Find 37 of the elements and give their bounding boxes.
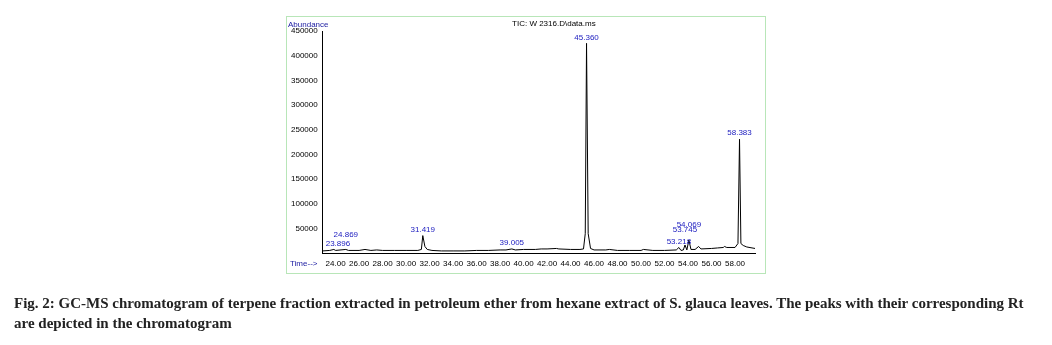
- x-tick-label: 48.00: [607, 259, 629, 269]
- annotation: 45.360: [574, 32, 600, 42]
- x-tick-label: 58.00: [725, 259, 746, 269]
- x-tick-label: 26.00: [349, 259, 370, 269]
- annotation: 58.383: [727, 128, 753, 138]
- x-tick-label: 38.00: [490, 259, 511, 269]
- y-tick-label: 100000: [290, 199, 319, 209]
- y-tick-label: 450000: [290, 26, 319, 36]
- x-tick-label: 56.00: [701, 259, 723, 269]
- x-axis-title: Time-->: [290, 258, 318, 268]
- x-tick-label: 50.00: [631, 259, 652, 269]
- y-tick-label: 300000: [290, 100, 319, 110]
- x-tick-label: 52.00: [654, 259, 676, 269]
- x-tick-label: 46.00: [584, 259, 605, 269]
- x-tick-label: 30.00: [396, 259, 417, 269]
- y-tick-label: 350000: [290, 75, 319, 85]
- x-tick-label: 36.00: [466, 259, 488, 269]
- x-tick-label: 54.00: [678, 259, 699, 269]
- x-tick-label: 32.00: [419, 259, 441, 269]
- y-tick-label: 50000: [295, 223, 319, 233]
- annotation: 39.005: [499, 238, 525, 248]
- x-tick-label: 42.00: [537, 259, 558, 269]
- annotation: 24.869: [333, 229, 359, 239]
- y-tick-label: 400000: [290, 50, 319, 60]
- chart-title: TIC: W 2316.D\data.ms: [512, 19, 596, 29]
- y-tick-label: 250000: [290, 125, 319, 135]
- y-tick-label: 200000: [290, 149, 319, 159]
- x-tick-label: 34.00: [443, 259, 464, 269]
- x-tick-label: 24.00: [325, 259, 347, 269]
- annotation: 23.896: [325, 238, 351, 248]
- annotation: 53.218: [666, 236, 692, 246]
- x-tick-label: 44.00: [560, 259, 582, 269]
- caption: Fig. 2: GC-MS chromatogram of terpene fraction extracted in petroleum ether from hexane extract of S. glauca leaves. The peaks with their corresponding Rt are depicted in the chromatogram: [14, 294, 1025, 333]
- y-tick-label: 150000: [290, 174, 319, 184]
- annotation: 31.419: [410, 224, 436, 234]
- x-tick-label: 40.00: [513, 259, 535, 269]
- x-tick-label: 28.00: [372, 259, 394, 269]
